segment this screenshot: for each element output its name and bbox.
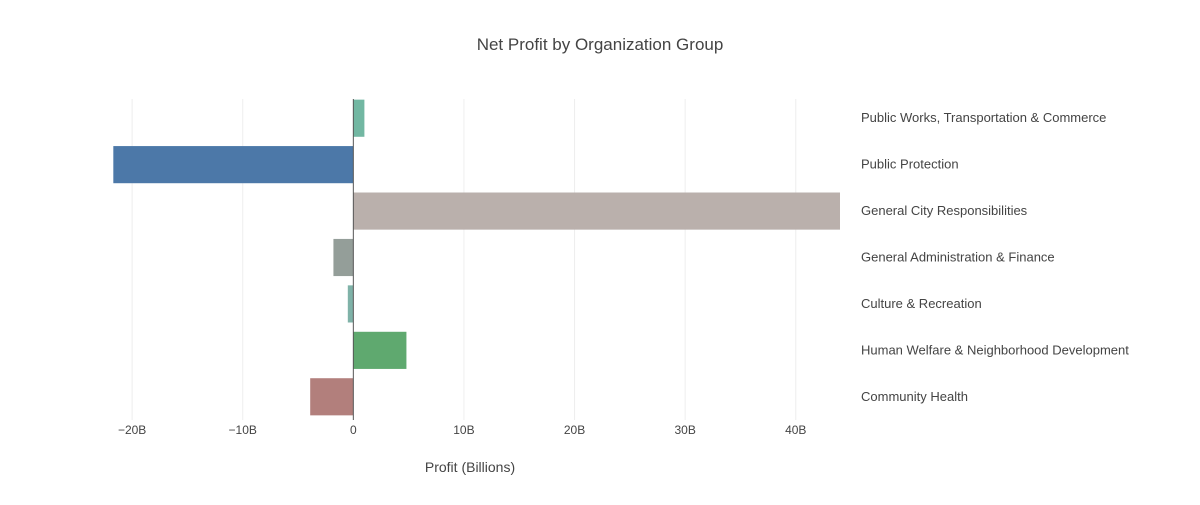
x-tick-label: 0 (350, 423, 357, 437)
bar (113, 146, 354, 184)
category-label: Public Works, Transportation & Commerce (861, 110, 1106, 125)
category-label: Public Protection (861, 157, 959, 172)
category-label: Human Welfare & Neighborhood Development (861, 342, 1129, 357)
x-tick-label: 30B (674, 423, 695, 437)
x-tick-label: 20B (564, 423, 585, 437)
bar (353, 331, 407, 369)
x-axis-title: Profit (Billions) (425, 459, 515, 475)
category-label: Culture & Recreation (861, 296, 982, 311)
bar (353, 99, 365, 137)
bar (310, 378, 354, 416)
bars (113, 99, 840, 416)
x-tick-label: 10B (453, 423, 474, 437)
x-tick-label: 40B (785, 423, 806, 437)
x-axis-ticks: −20B −10B 0 10B 20B 30B 40B (118, 423, 806, 437)
x-tick-label: −10B (229, 423, 257, 437)
category-label: Community Health (861, 389, 968, 404)
x-tick-label: −20B (118, 423, 146, 437)
category-labels: Public Works, Transportation & Commerce P… (861, 110, 1129, 404)
chart-title: Net Profit by Organization Group (477, 35, 724, 54)
category-label: General City Responsibilities (861, 203, 1028, 218)
bar (353, 192, 840, 230)
category-label: General Administration & Finance (861, 250, 1055, 265)
bar (333, 238, 354, 277)
bar (347, 285, 354, 323)
